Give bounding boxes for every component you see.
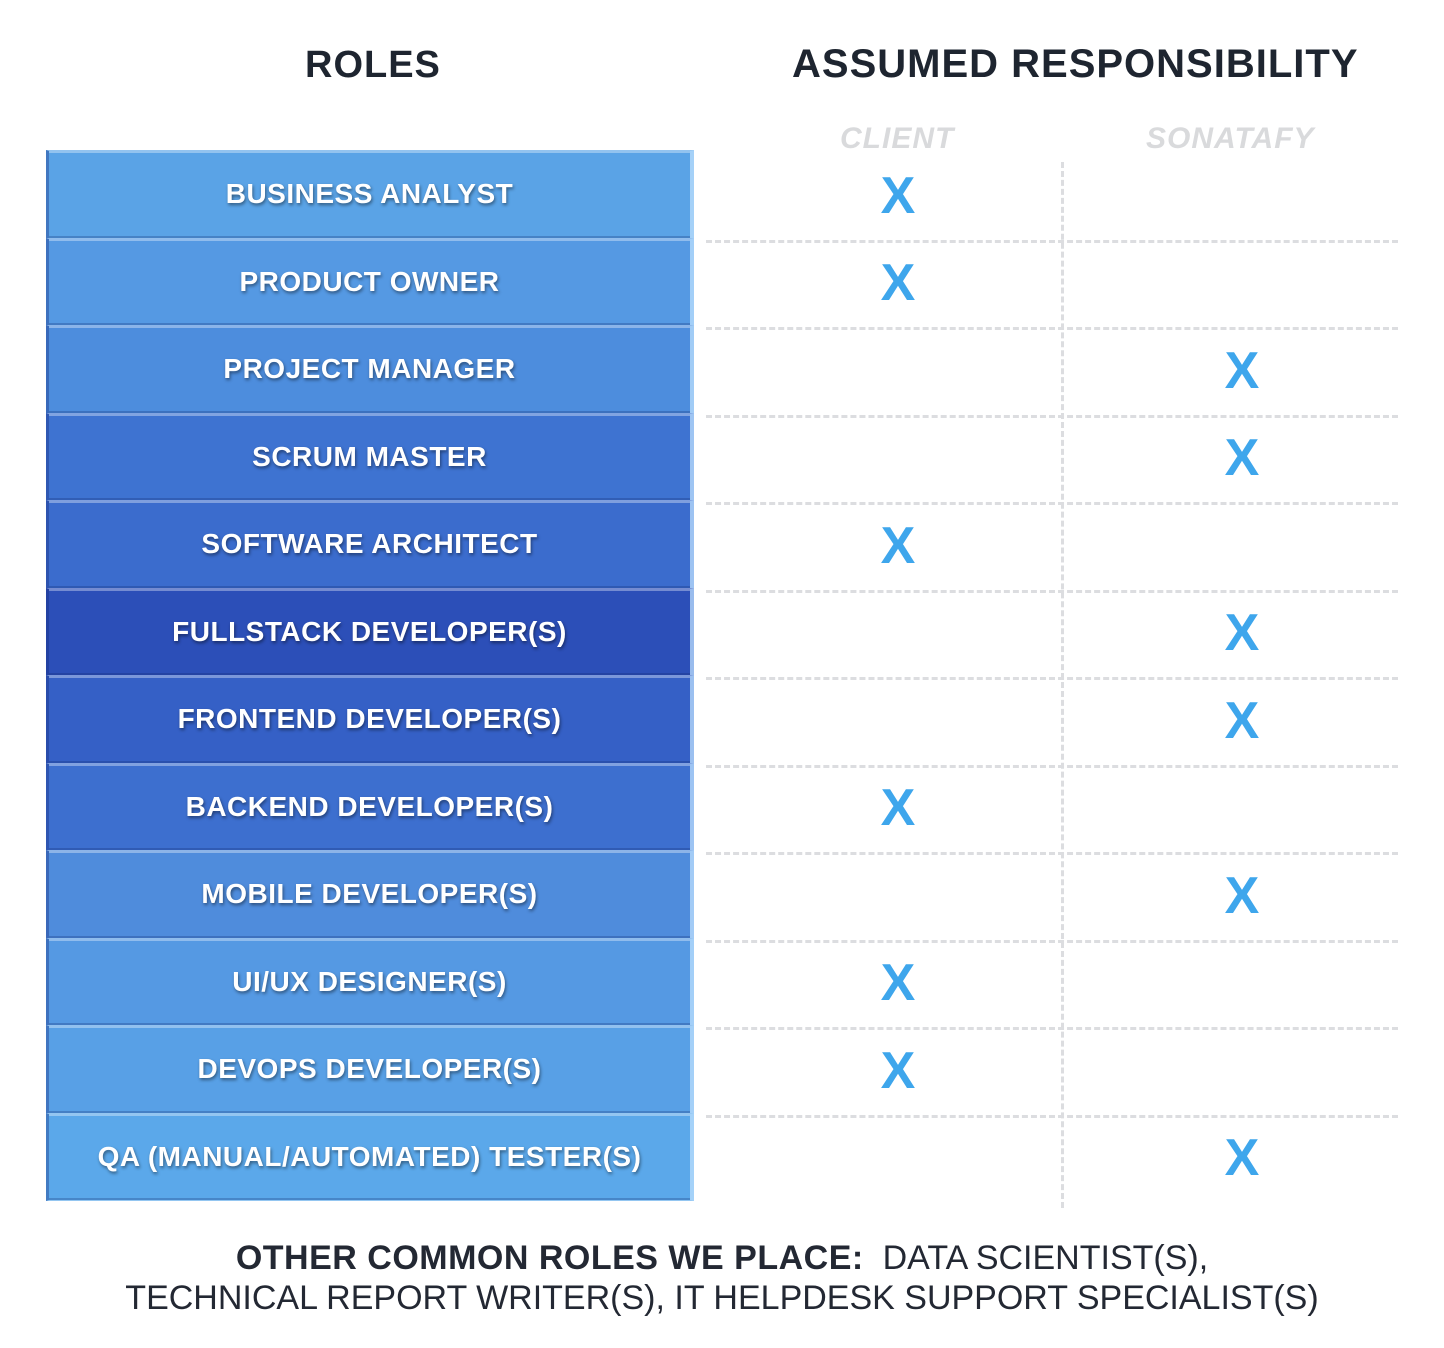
role-row: BACKEND DEVELOPER(S): [46, 762, 694, 851]
role-label: QA (MANUAL/AUTOMATED) TESTER(S): [97, 1140, 642, 1172]
client-responsibility-mark: X: [880, 166, 916, 225]
footer-bold-label: OTHER COMMON ROLES WE PLACE:: [235, 1239, 864, 1277]
row-divider: [706, 677, 1398, 680]
role-label: FRONTEND DEVELOPER(S): [177, 703, 562, 735]
client-responsibility-mark: X: [880, 779, 916, 838]
role-row: SCRUM MASTER: [46, 412, 694, 501]
role-label: DEVOPS DEVELOPER(S): [197, 1053, 542, 1085]
column-divider: [1061, 162, 1064, 1208]
row-divider: [706, 414, 1398, 418]
sonatafy-column-header: SONATAFY: [1146, 122, 1315, 155]
role-row: BUSINESS ANALYST: [46, 150, 694, 239]
footer-roles-line-1: DATA SCIENTIST(S),: [882, 1239, 1209, 1277]
sonatafy-responsibility-mark: X: [1224, 1129, 1260, 1188]
role-row: SOFTWARE ARCHITECT: [46, 500, 694, 589]
row-divider: [706, 939, 1398, 943]
role-row: MOBILE DEVELOPER(S): [46, 850, 694, 939]
role-row: FULLSTACK DEVELOPER(S): [46, 587, 694, 676]
assumed-responsibility-heading: ASSUMED RESPONSIBILITY: [792, 42, 1359, 86]
role-label: BACKEND DEVELOPER(S): [185, 790, 554, 822]
role-row: DEVOPS DEVELOPER(S): [46, 1025, 694, 1114]
client-responsibility-mark: X: [880, 954, 916, 1013]
roles-heading: ROLES: [305, 44, 441, 86]
client-column-header: CLIENT: [840, 122, 955, 155]
sonatafy-responsibility-mark: X: [1224, 429, 1260, 488]
footer-roles-line-2: TECHNICAL REPORT WRITER(S), IT HELPDESK …: [125, 1279, 1319, 1317]
footer-line-1: OTHER COMMON ROLES WE PLACE: DATA SCIENT…: [0, 1238, 1444, 1278]
sonatafy-responsibility-mark: X: [1224, 866, 1260, 925]
role-label: FULLSTACK DEVELOPER(S): [172, 615, 567, 647]
role-row: PROJECT MANAGER: [46, 325, 694, 414]
row-divider: [706, 589, 1398, 593]
role-label: PROJECT MANAGER: [223, 353, 516, 385]
client-responsibility-mark: X: [880, 254, 916, 313]
role-row: UI/UX DESIGNER(S): [46, 937, 694, 1026]
role-row: PRODUCT OWNER: [46, 237, 694, 326]
role-label: SCRUM MASTER: [252, 440, 487, 472]
row-divider: [706, 327, 1398, 330]
client-responsibility-mark: X: [880, 516, 916, 575]
role-label: BUSINESS ANALYST: [225, 178, 514, 210]
role-row: QA (MANUAL/AUTOMATED) TESTER(S): [46, 1112, 694, 1201]
sonatafy-responsibility-mark: X: [1224, 341, 1260, 400]
row-divider: [706, 1027, 1398, 1030]
role-label: PRODUCT OWNER: [239, 265, 500, 297]
sonatafy-responsibility-mark: X: [1224, 604, 1260, 663]
row-divider: [706, 852, 1398, 855]
client-responsibility-mark: X: [880, 1041, 916, 1100]
row-divider: [706, 764, 1398, 768]
role-label: SOFTWARE ARCHITECT: [201, 528, 538, 560]
row-divider: [706, 1114, 1398, 1118]
sonatafy-responsibility-mark: X: [1224, 691, 1260, 750]
role-label: MOBILE DEVELOPER(S): [201, 878, 538, 910]
role-label: UI/UX DESIGNER(S): [232, 965, 507, 997]
row-divider: [706, 239, 1398, 243]
footer-note: OTHER COMMON ROLES WE PLACE: DATA SCIENT…: [0, 1238, 1444, 1318]
role-row: FRONTEND DEVELOPER(S): [46, 675, 694, 764]
row-divider: [706, 502, 1398, 505]
